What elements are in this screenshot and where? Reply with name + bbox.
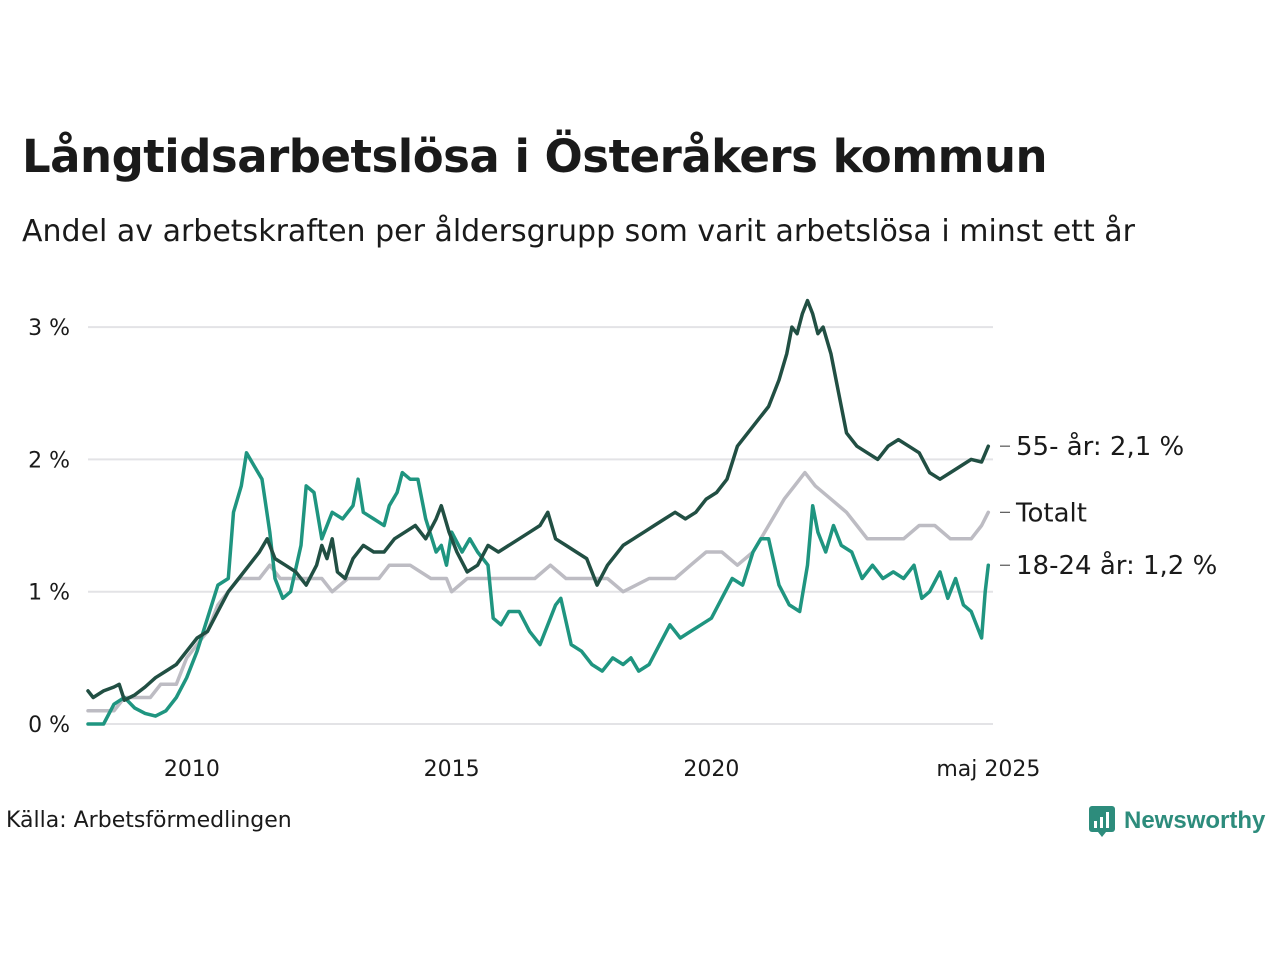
line-chart: 0 % 1 % 2 % 3 % 2010 2015 2020 maj 2025 55- år: … bbox=[28, 298, 1217, 782]
series-line bbox=[86, 451, 991, 726]
y-tick-label: 0 % bbox=[28, 713, 70, 738]
x-tick-label: 2020 bbox=[683, 757, 739, 782]
x-tick-label: maj 2025 bbox=[936, 757, 1040, 782]
chart-subtitle: Andel av arbetskraften per åldersgrupp s… bbox=[22, 214, 1135, 249]
brand-name: Newsworthy bbox=[1124, 807, 1266, 834]
source-note: Källa: Arbetsförmedlingen bbox=[6, 808, 292, 833]
y-tick-label: 3 % bbox=[28, 316, 70, 341]
brand-logo: Newsworthy bbox=[1088, 804, 1265, 838]
chart-title: Långtidsarbetslösa i Österåkers kommun bbox=[22, 130, 1048, 183]
series-line bbox=[86, 470, 991, 713]
y-tick-label: 1 % bbox=[28, 581, 70, 606]
series-end-label: 18-24 år: 1,2 % bbox=[1016, 550, 1217, 581]
series-end-label: 55- år: 2,1 % bbox=[1016, 431, 1184, 462]
y-tick-label: 2 % bbox=[28, 448, 70, 473]
series-end-label: Totalt bbox=[1015, 498, 1087, 528]
x-tick-label: 2015 bbox=[424, 757, 480, 782]
series-line bbox=[86, 298, 991, 702]
newsworthy-logo-icon bbox=[1089, 806, 1115, 837]
x-tick-label: 2010 bbox=[164, 757, 220, 782]
